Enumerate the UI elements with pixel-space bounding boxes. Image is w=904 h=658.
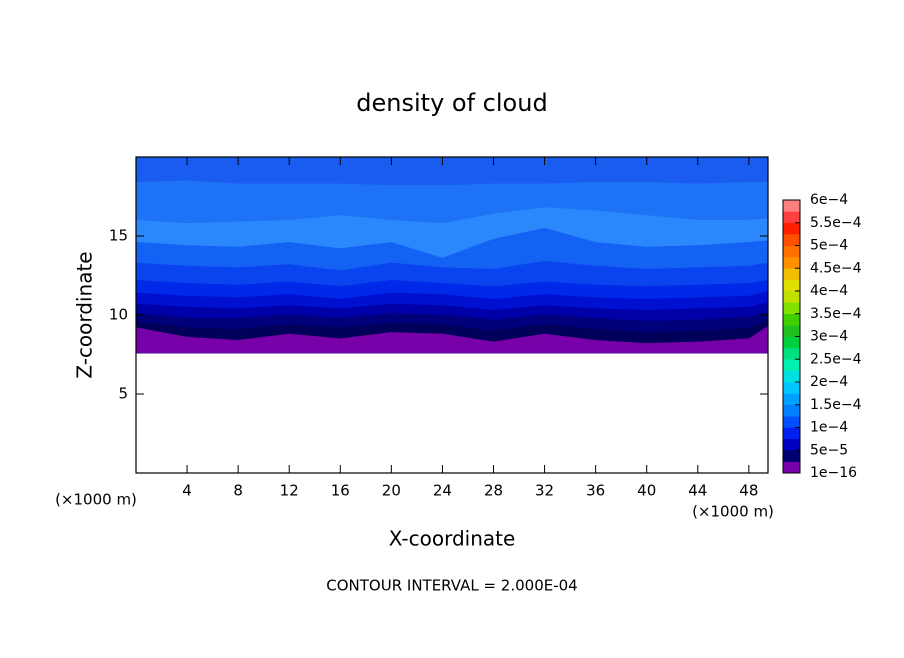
colorbar-tick-label: 3.5e−4 [810,306,862,322]
colorbar-swatch [783,245,800,258]
colorbar-swatch [783,291,800,303]
colorbar-swatch [783,256,800,269]
colorbar-swatch [783,268,800,280]
colorbar-swatch [783,382,800,394]
colorbar-swatch [783,404,800,417]
x-tick-label: 44 [688,482,707,500]
colorbar-swatch [783,461,800,474]
colorbar-swatch [783,336,800,349]
colorbar-swatch [783,347,800,360]
x-unit-label: (×1000 m) [55,491,137,509]
footer-note: CONTOUR INTERVAL = 2.000E-04 [326,577,577,595]
colorbar-tick-label: 3e−4 [810,329,848,345]
colorbar-swatch [783,438,800,451]
colorbar-tick-label: 5e−4 [810,238,848,254]
colorbar-tick-label: 1.5e−4 [810,397,862,413]
x-tick-label: 20 [382,482,401,500]
x-tick-label: 24 [433,482,452,500]
colorbar-swatch [783,234,800,246]
colorbar-swatch [783,222,800,235]
x-tick-label: 12 [280,482,299,500]
x-tick-label: 40 [637,482,656,500]
colorbar-tick-label: 5e−5 [810,442,848,458]
x-tick-label: 32 [535,482,554,500]
y-tick-label: 5 [118,385,128,403]
chart-title: density of cloud [356,89,547,117]
y-tick-label: 15 [109,227,128,245]
colorbar-tick-label: 5.5e−4 [810,215,862,231]
x-unit-label: (×1000 m) [692,503,774,521]
x-tick-label: 4 [182,482,192,500]
colorbar-swatch [783,393,800,406]
x-tick-label: 16 [331,482,350,500]
colorbar-swatch [783,416,800,428]
colorbar-swatch [783,427,800,440]
colorbar-tick-label: 4e−4 [810,283,848,299]
colorbar-swatch [783,450,800,462]
y-axis-label: Z-coordinate [73,251,97,378]
colorbar-swatch [783,313,800,326]
x-axis-label: X-coordinate [389,527,516,551]
x-tick-label: 8 [233,482,243,500]
colorbar-tick-label: 1e−4 [810,420,848,436]
colorbar-swatch [783,302,800,315]
colorbar-swatch [783,211,800,224]
colorbar-tick-label: 1e−16 [810,465,857,481]
colorbar-tick-label: 2.5e−4 [810,351,862,367]
colorbar-swatch [783,279,800,292]
colorbar-swatch [783,200,800,212]
x-tick-label: 28 [484,482,503,500]
colorbar-swatch [783,359,800,371]
colorbar-tick-label: 6e−4 [810,192,848,208]
y-tick-label: 10 [109,306,128,324]
x-tick-label: 48 [739,482,758,500]
colorbar-swatch [783,370,800,383]
colorbar-swatch [783,325,800,337]
x-tick-label: 36 [586,482,605,500]
colorbar-tick-label: 2e−4 [810,374,848,390]
colorbar-tick-label: 4.5e−4 [810,260,862,276]
